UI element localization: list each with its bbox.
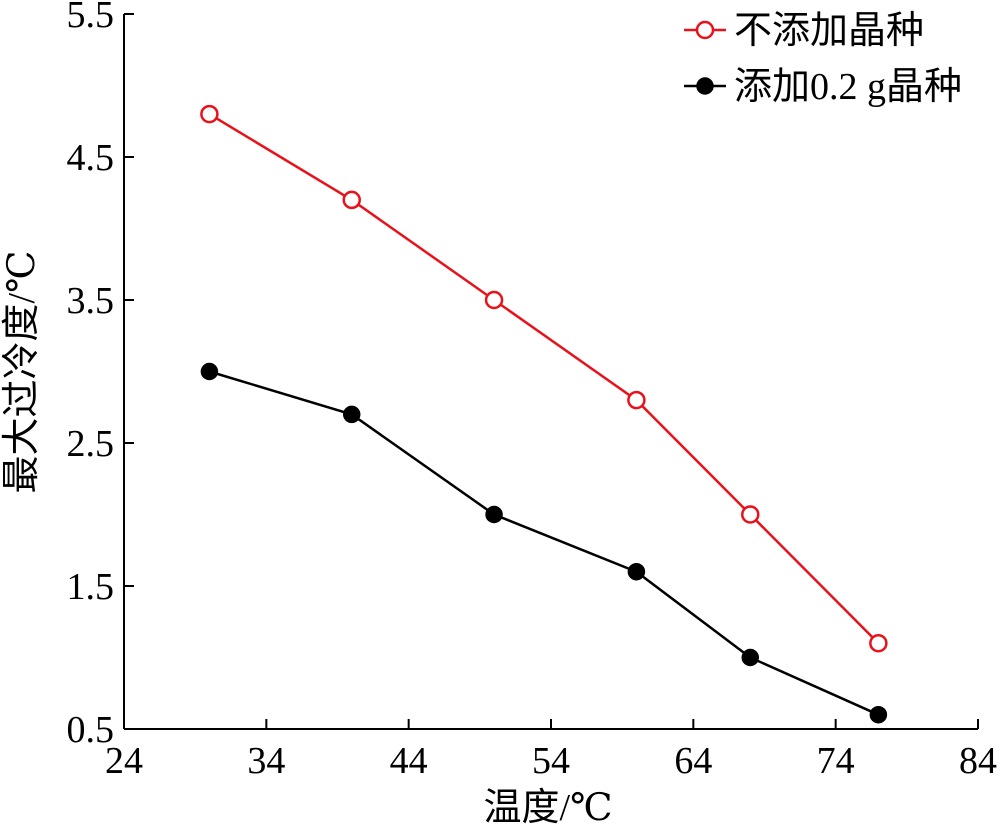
data-point xyxy=(484,290,504,310)
y-axis-title: 最大过冷度/℃ xyxy=(1,250,43,493)
x-tick-label: 54 xyxy=(532,740,570,782)
data-point xyxy=(200,104,219,124)
legend-marker xyxy=(696,77,714,95)
x-tick-label: 44 xyxy=(390,740,428,782)
legend-item-1: 不添加晶种 xyxy=(684,10,924,52)
data-point xyxy=(869,705,888,724)
y-tick-label: 4.5 xyxy=(67,137,115,179)
legend-marker xyxy=(695,20,715,40)
series-1 xyxy=(200,104,888,653)
data-point xyxy=(342,190,361,210)
series-line xyxy=(208,113,880,645)
series-layer xyxy=(200,104,888,724)
series-line xyxy=(209,370,879,716)
y-tick-label: 3.5 xyxy=(67,280,115,322)
axes xyxy=(123,14,978,730)
ticks: 24 34 44 54 64 74 84 0.5 1.5 2.5 3.5 4.5 5.5 xyxy=(67,0,998,782)
legend-label: 添加0.2 g晶种 xyxy=(734,66,962,108)
data-point xyxy=(200,362,219,381)
data-point xyxy=(342,405,361,424)
x-tick-label: 84 xyxy=(959,740,997,782)
legend-item-2: 添加0.2 g晶种 xyxy=(684,66,962,108)
series-2 xyxy=(200,362,888,724)
y-tick-label: 2.5 xyxy=(67,423,115,465)
x-tick-label: 34 xyxy=(247,740,285,782)
y-tick-label: 0.5 xyxy=(67,709,115,751)
data-point xyxy=(627,562,646,581)
data-point xyxy=(485,505,503,524)
x-axis-title: 温度/℃ xyxy=(483,787,612,829)
data-point xyxy=(627,390,646,410)
legend-label: 不添加晶种 xyxy=(734,10,924,52)
y-tick-label: 1.5 xyxy=(67,566,115,608)
y-tick-label: 5.5 xyxy=(67,0,115,36)
data-point xyxy=(741,648,760,667)
x-tick-label: 74 xyxy=(817,740,855,782)
data-point xyxy=(869,633,888,653)
data-point xyxy=(741,505,760,524)
x-tick-label: 64 xyxy=(674,740,712,782)
x-tick-label: 24 xyxy=(105,740,143,782)
